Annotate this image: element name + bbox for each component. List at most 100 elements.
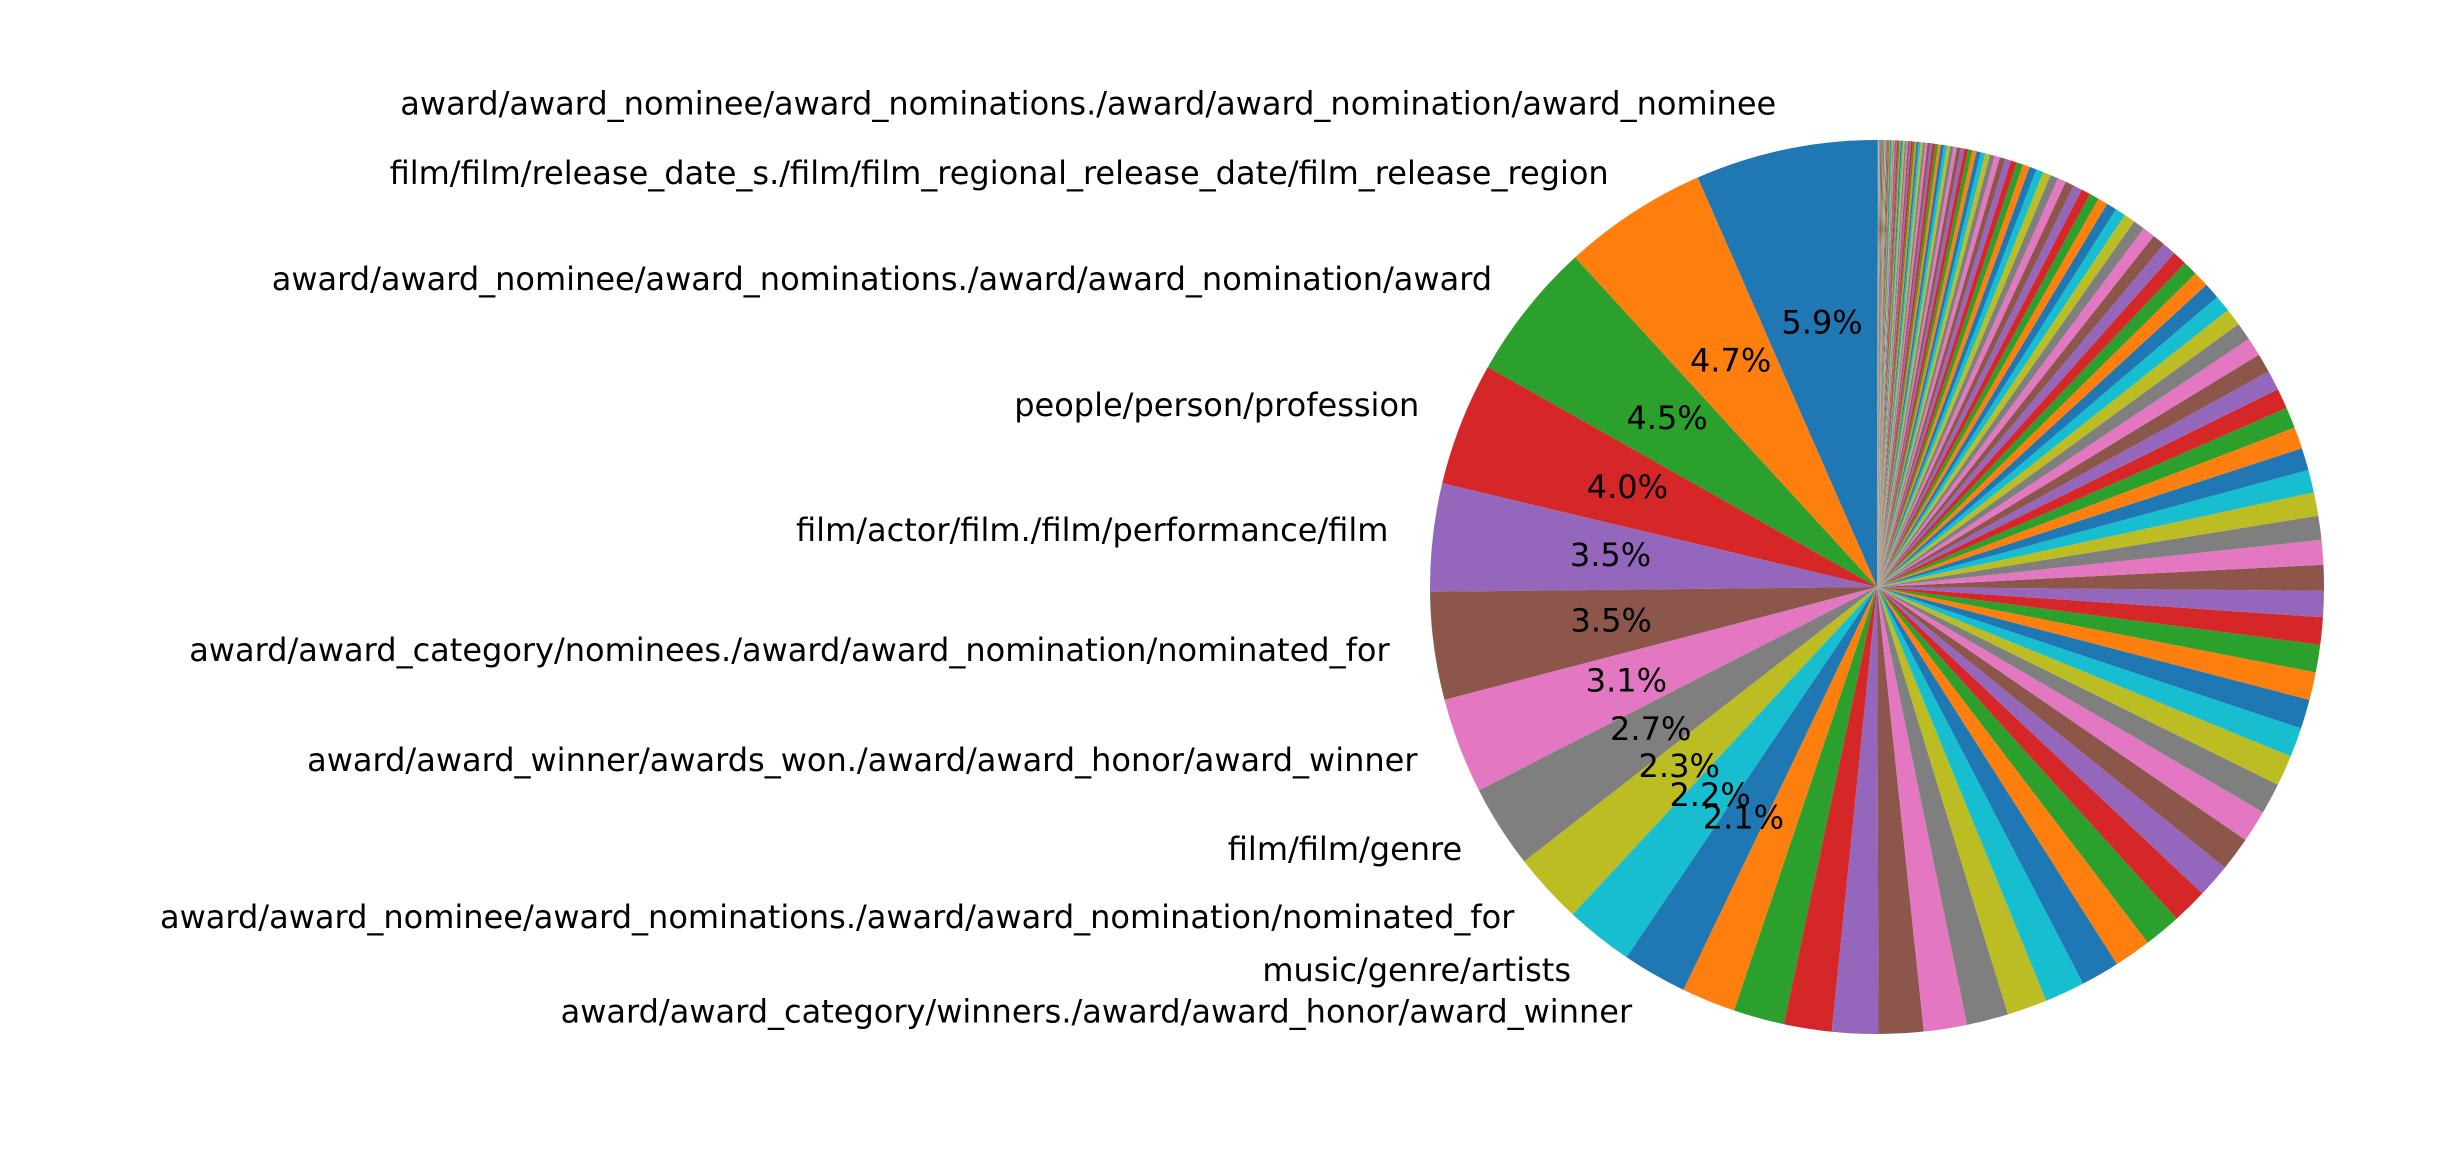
pie-slice bbox=[1877, 262, 2196, 587]
pie-slice bbox=[1783, 587, 1877, 1032]
pie-slice bbox=[1877, 140, 1888, 587]
pie-slice bbox=[1877, 427, 2302, 587]
pie-slice bbox=[1877, 235, 2164, 587]
slice-label: award/award_nominee/award_nominations./a… bbox=[272, 260, 1492, 298]
pie-slice bbox=[1877, 140, 1886, 587]
pie-slice bbox=[1877, 144, 1944, 587]
slices-layer bbox=[1429, 139, 2324, 1035]
pie-slice bbox=[1877, 354, 2269, 587]
slice-label: people/person/profession bbox=[1014, 386, 1419, 424]
pie-slice bbox=[1877, 141, 1917, 587]
pie-slice bbox=[1429, 483, 1877, 592]
pie-slice bbox=[1877, 147, 1965, 587]
pie-slice bbox=[1877, 139, 1879, 587]
pie-slice bbox=[1575, 177, 1877, 588]
pie-slice bbox=[1877, 154, 1995, 587]
pie-slice bbox=[1877, 140, 1889, 587]
pie-slice bbox=[1877, 140, 1901, 587]
slice-percent-label: 5.9% bbox=[1781, 304, 1862, 342]
slice-percent-label: 4.7% bbox=[1690, 341, 1771, 379]
pie-slice bbox=[1877, 149, 1973, 588]
pie-slice bbox=[1877, 142, 1931, 587]
pie-slice bbox=[1877, 587, 2316, 700]
pie-slice bbox=[1478, 587, 1877, 862]
pie-slice bbox=[1877, 140, 1885, 588]
pie-slice bbox=[1877, 178, 2066, 587]
pie-slice bbox=[1877, 448, 2309, 587]
pie-slice bbox=[1877, 221, 2144, 587]
pie-slice bbox=[1877, 155, 2000, 588]
pie-slice bbox=[1442, 367, 1877, 587]
pie-slice bbox=[1877, 143, 1933, 587]
pie-slice bbox=[1877, 273, 2207, 587]
pie-slice bbox=[1877, 492, 2319, 587]
pie-slice bbox=[1877, 140, 1882, 587]
pie-slice bbox=[1877, 140, 1881, 587]
pie-slice bbox=[1877, 140, 1882, 587]
pie-slice bbox=[1877, 181, 2074, 588]
slice-percent-label: 2.1% bbox=[1703, 799, 1784, 837]
pie-slice bbox=[1877, 144, 1941, 587]
pie-slice bbox=[1487, 257, 1877, 587]
pie-slice bbox=[1877, 209, 2125, 587]
slice-label: award/award_nominee/award_nominations./a… bbox=[160, 898, 1515, 936]
pie-slice bbox=[1877, 140, 1903, 587]
pie-slice bbox=[1877, 515, 2322, 587]
pie-slice bbox=[1877, 140, 1899, 587]
pie-slice bbox=[1877, 150, 1977, 587]
pie-slice bbox=[1831, 587, 1879, 1035]
pie-slice bbox=[1877, 189, 2091, 587]
pie-slice bbox=[1877, 140, 1892, 587]
pie-slice bbox=[1877, 169, 2044, 587]
pie-slice bbox=[1877, 162, 2024, 587]
pie-slice bbox=[1877, 284, 2218, 587]
pie-slice bbox=[1877, 175, 2059, 587]
pie-slice bbox=[1877, 140, 1881, 587]
pie-slice bbox=[1877, 203, 2116, 588]
pie-slice bbox=[1626, 587, 1877, 990]
pie-slice bbox=[1877, 587, 2324, 618]
pie-slice bbox=[1877, 140, 1888, 588]
slice-label: film/film/release_date_s./film/film_regi… bbox=[390, 154, 1609, 192]
pie-slice bbox=[1877, 587, 2278, 813]
pie-slice bbox=[1877, 587, 2264, 841]
pie-slice bbox=[1877, 185, 2082, 587]
pie-slice bbox=[1877, 140, 1891, 588]
slice-percent-label: 3.5% bbox=[1570, 536, 1651, 574]
pie-slice bbox=[1877, 539, 2324, 587]
pie-slice bbox=[1877, 140, 1880, 587]
pie-slice bbox=[1444, 587, 1877, 791]
slice-percent-label: 2.2% bbox=[1669, 776, 1750, 814]
pie-slice bbox=[1877, 140, 1895, 587]
pie-slice bbox=[1877, 324, 2249, 587]
pie-slice bbox=[1877, 140, 1907, 587]
slice-label: film/film/genre bbox=[1228, 830, 1462, 868]
pie-slice bbox=[1877, 140, 1904, 587]
pie-slice bbox=[1877, 145, 1951, 587]
pie-slice bbox=[1877, 587, 2148, 965]
pie-slice bbox=[1877, 151, 1981, 588]
pie-slice bbox=[1877, 389, 2287, 587]
pie-slice bbox=[1877, 142, 1928, 587]
pie-slice bbox=[1877, 166, 2037, 588]
pie-slice bbox=[1877, 141, 1921, 587]
pie-slice bbox=[1877, 564, 2324, 591]
pie-slice bbox=[1877, 164, 2030, 587]
pie-slice bbox=[1877, 141, 1915, 587]
pie-slice bbox=[1877, 140, 1898, 587]
pie-slice bbox=[1877, 142, 1923, 587]
slice-label: film/actor/film./film/performance/film bbox=[796, 511, 1388, 549]
pie-slice bbox=[1697, 140, 1877, 587]
pie-slice bbox=[1877, 587, 2084, 1001]
pie-slice bbox=[1877, 253, 2185, 587]
pie-slice bbox=[1877, 587, 2321, 673]
pie-slice bbox=[1877, 147, 1961, 587]
slice-label: award/award_category/nominees./award/awa… bbox=[189, 631, 1390, 669]
pie-slice bbox=[1877, 215, 2135, 587]
pie-slice bbox=[1877, 338, 2259, 587]
pie-slice bbox=[1877, 140, 1894, 587]
pie-slice bbox=[1877, 310, 2239, 587]
pie-slice bbox=[1877, 148, 1969, 588]
pie-slice bbox=[1524, 587, 1877, 915]
